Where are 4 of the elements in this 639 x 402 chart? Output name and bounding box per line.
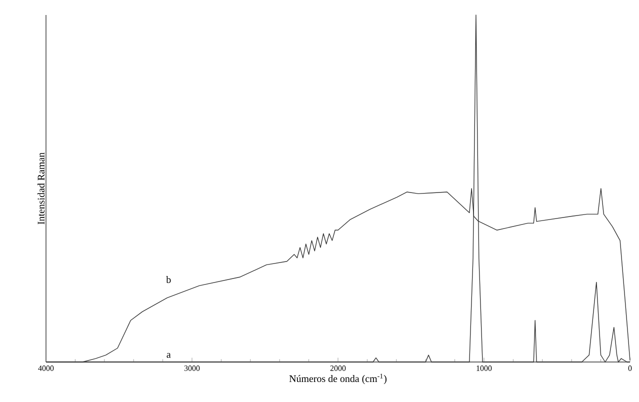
series-label: b [166,276,171,284]
series-label: a [166,353,171,358]
y-axis-title: Intensidad Raman [37,152,44,224]
x-axis-title: Números de onda (cm$^{-1}$) [289,374,386,384]
